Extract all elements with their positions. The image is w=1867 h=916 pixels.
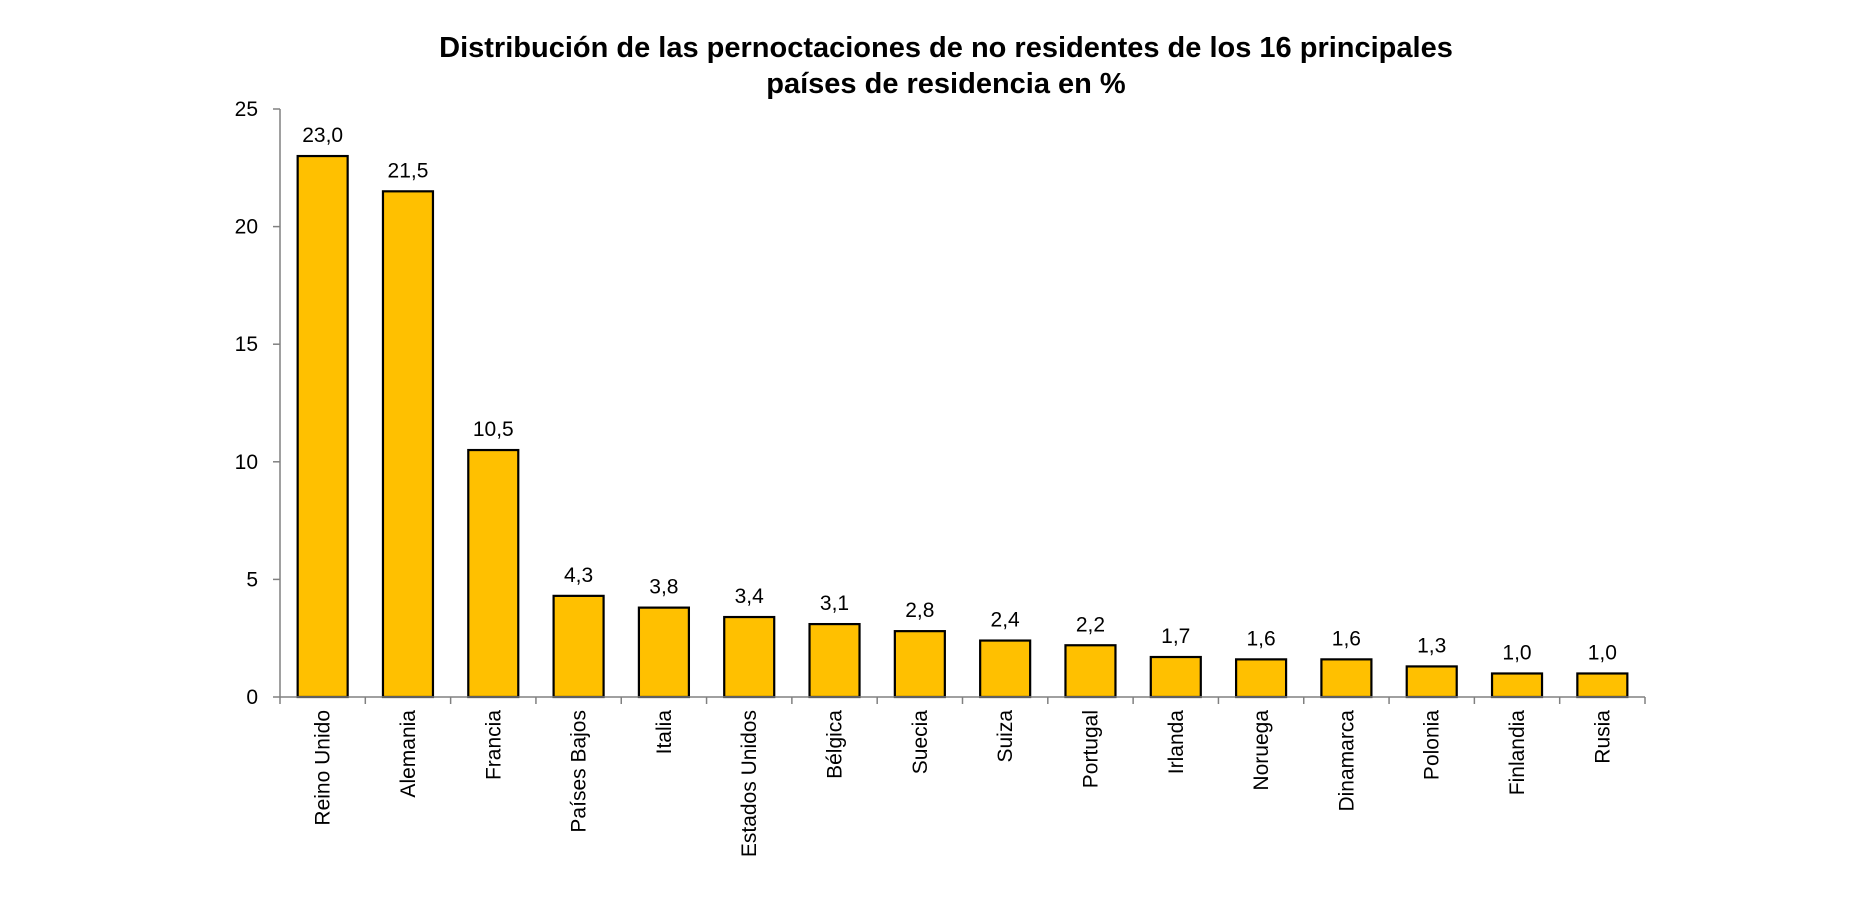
data-label: 1,7: [1161, 625, 1190, 648]
category-label: Irlanda: [1165, 710, 1188, 775]
category-label: Francia: [482, 710, 505, 780]
data-label: 23,0: [302, 124, 343, 147]
data-label: 3,1: [820, 592, 849, 615]
bar: [1149, 655, 1202, 699]
data-label: 2,8: [905, 599, 934, 622]
data-label: 3,4: [735, 585, 765, 608]
bar: [1320, 658, 1373, 699]
data-label: 21,5: [388, 159, 429, 182]
category-label: Suiza: [994, 710, 1017, 763]
bar: [381, 190, 435, 699]
bar: [1234, 658, 1288, 699]
category-label: Polonia: [1421, 710, 1444, 780]
bar: [1490, 672, 1544, 699]
chart-title-line-1: Distribución de las pernoctaciones de no…: [439, 32, 1453, 64]
category-label: Portugal: [1079, 710, 1102, 788]
category-label: Noruega: [1250, 710, 1273, 791]
bar: [296, 154, 349, 699]
y-tick-label: 20: [235, 216, 258, 239]
y-axis: 0 5 10 15 20 25: [235, 98, 281, 709]
bar: [552, 594, 605, 699]
chart-title-line-2: países de residencia en %: [766, 68, 1126, 100]
bar: [723, 615, 776, 699]
category-label: Estados Unidos: [738, 710, 761, 857]
data-label: 1,0: [1588, 641, 1617, 664]
bar: [893, 630, 946, 699]
category-label: Suecia: [909, 710, 932, 775]
data-label: 2,4: [991, 609, 1021, 632]
data-labels: 23,0 21,5 10,5 4,3 3,8 3,4 3,1 2,8 2,4 2,2 1,7 1,6 1…: [302, 124, 1617, 664]
category-label: Reino Unido: [312, 710, 335, 826]
data-label: 1,0: [1502, 641, 1531, 664]
category-label: Italia: [653, 710, 676, 755]
category-labels: Reino Unido Alemania Francia Países Bajos It…: [312, 710, 1615, 857]
bar: [637, 606, 691, 699]
data-label: 1,3: [1417, 634, 1446, 657]
data-label: 1,6: [1332, 627, 1361, 650]
y-tick-label: 25: [235, 98, 258, 121]
x-axis: [279, 696, 1646, 704]
y-tick-label: 10: [235, 451, 258, 474]
category-label: Países Bajos: [568, 710, 591, 833]
bar: [467, 448, 520, 699]
category-label: Rusia: [1591, 710, 1614, 764]
category-label: Bélgica: [824, 710, 847, 779]
data-label: 4,3: [564, 564, 593, 587]
bar: [808, 622, 861, 699]
bar: [1064, 644, 1117, 699]
data-label: 3,8: [649, 576, 678, 599]
data-label: 2,2: [1076, 613, 1105, 636]
data-label: 1,6: [1246, 627, 1275, 650]
y-tick-label: 15: [235, 333, 258, 356]
data-label: 10,5: [473, 418, 514, 441]
category-label: Alemania: [397, 710, 420, 798]
bar: [979, 639, 1032, 699]
chart-title: Distribución de las pernoctaciones de no…: [439, 32, 1453, 100]
category-label: Finlandia: [1506, 710, 1529, 796]
y-tick-label: 5: [246, 568, 258, 591]
bar: [1576, 672, 1629, 699]
category-label: Dinamarca: [1335, 710, 1358, 812]
bar: [1405, 665, 1458, 699]
y-tick-label: 0: [246, 686, 258, 709]
